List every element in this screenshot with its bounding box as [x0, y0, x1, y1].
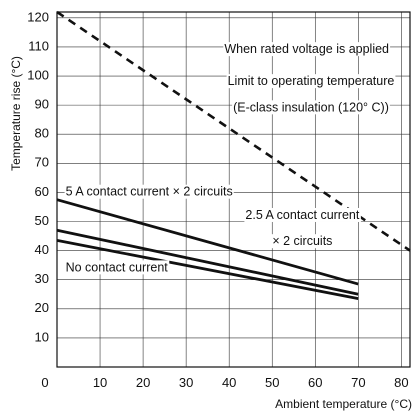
x-tick-label-10: 10: [93, 375, 107, 390]
annotation-bg-0: [223, 42, 391, 57]
annotation-text-3: 5 A contact current × 2 circuits: [66, 185, 233, 199]
x-tick-label-20: 20: [136, 375, 150, 390]
annotations: When rated voltage is applied Limit to op…: [64, 42, 396, 275]
annotation-6: No contact current: [64, 260, 170, 275]
y-tick-label-100: 100: [27, 67, 49, 82]
y-tick-label-50: 50: [35, 213, 49, 228]
annotation-bg-5: [271, 234, 334, 249]
y-tick-label-70: 70: [35, 155, 49, 170]
annotation-text-1: Limit to operating temperature: [228, 74, 395, 88]
annotation-bg-6: [64, 260, 170, 275]
x-tick-label-50: 50: [265, 375, 279, 390]
annotation-text-6: No contact current: [66, 260, 169, 274]
x-tick-label-70: 70: [351, 375, 365, 390]
annotation-1: Limit to operating temperature: [226, 74, 396, 89]
x-tick-label-30: 30: [179, 375, 193, 390]
annotation-bg-3: [64, 184, 234, 199]
y-tick-label-120: 120: [27, 9, 49, 24]
y-tick-label-90: 90: [35, 97, 49, 112]
x-axis-title: Ambient temperature (°C): [275, 397, 412, 411]
y-tick-label-20: 20: [35, 300, 49, 315]
annotation-bg-2: [232, 100, 390, 115]
annotation-text-2: (E-class insulation (120° C)): [233, 100, 389, 114]
annotation-5: × 2 circuits: [271, 234, 334, 249]
x-tick-label-80: 80: [394, 375, 408, 390]
x-tick-label-0: 0: [41, 375, 48, 390]
y-axis-title: Temperature rise (°C): [9, 56, 23, 171]
x-tick-label-40: 40: [222, 375, 236, 390]
annotation-text-4: 2.5 A contact current: [245, 208, 359, 222]
annotation-text-5: × 2 circuits: [272, 234, 332, 248]
annotation-bg-4: [244, 207, 361, 222]
y-tick-label-80: 80: [35, 126, 49, 141]
annotation-0: When rated voltage is applied: [223, 42, 391, 57]
annotation-4: 2.5 A contact current: [244, 207, 361, 222]
y-tick-label-60: 60: [35, 184, 49, 199]
series-line-1: [56, 198, 359, 286]
series-lines: [56, 10, 411, 300]
y-tick-label-40: 40: [35, 242, 49, 257]
plot-border: [56, 11, 411, 368]
series-line-3: [56, 239, 359, 300]
series-line-2: [56, 228, 359, 296]
annotation-bg-1: [226, 74, 396, 89]
tick-labels: 0 10 20 30 40 50 60 70 80 10 20 30 40 50 60 70 80 90 100 11…: [27, 9, 408, 390]
y-tick-label-110: 110: [28, 38, 49, 53]
annotation-3: 5 A contact current × 2 circuits: [64, 184, 234, 199]
x-tick-label-60: 60: [308, 375, 322, 390]
annotation-2: (E-class insulation (120° C)): [232, 100, 390, 115]
y-tick-label-30: 30: [35, 271, 49, 286]
annotation-text-0: When rated voltage is applied: [224, 42, 389, 56]
y-tick-label-10: 10: [35, 329, 49, 344]
